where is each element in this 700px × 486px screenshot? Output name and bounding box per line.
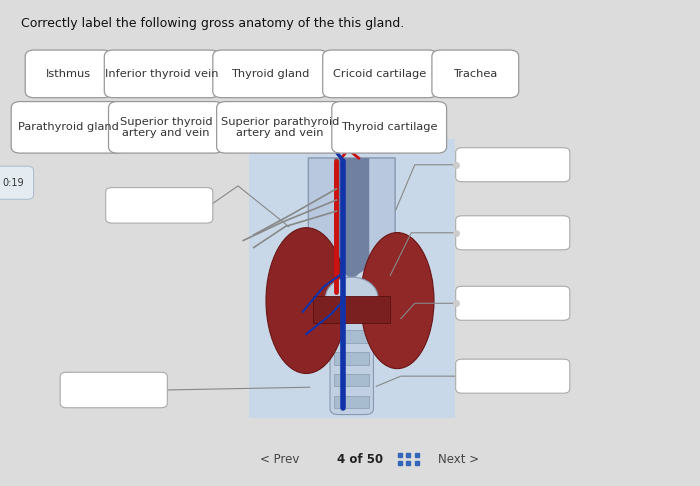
Text: Isthmus: Isthmus — [46, 69, 91, 79]
Polygon shape — [308, 158, 395, 281]
Text: Parathyroid gland: Parathyroid gland — [18, 122, 119, 132]
Text: Superior parathyroid
artery and vein: Superior parathyroid artery and vein — [220, 117, 340, 138]
Text: < Prev: < Prev — [260, 453, 300, 466]
Text: Next >: Next > — [438, 453, 479, 466]
FancyBboxPatch shape — [323, 50, 438, 98]
FancyBboxPatch shape — [106, 188, 213, 223]
Text: Thyroid cartilage: Thyroid cartilage — [341, 122, 438, 132]
Bar — [334, 374, 370, 386]
Bar — [313, 296, 391, 323]
Text: 4 of 50: 4 of 50 — [337, 453, 384, 466]
Text: Superior thyroid
artery and vein: Superior thyroid artery and vein — [120, 117, 212, 138]
FancyBboxPatch shape — [108, 102, 223, 153]
FancyBboxPatch shape — [456, 359, 570, 393]
FancyBboxPatch shape — [332, 102, 447, 153]
FancyBboxPatch shape — [60, 372, 167, 408]
FancyBboxPatch shape — [456, 148, 570, 182]
Ellipse shape — [266, 228, 346, 374]
Bar — [334, 287, 370, 299]
Bar — [334, 352, 370, 364]
FancyBboxPatch shape — [0, 166, 34, 199]
FancyBboxPatch shape — [104, 50, 219, 98]
Text: Trachea: Trachea — [453, 69, 498, 79]
Bar — [334, 309, 370, 321]
FancyBboxPatch shape — [330, 306, 373, 415]
FancyBboxPatch shape — [213, 50, 328, 98]
FancyBboxPatch shape — [11, 102, 126, 153]
Text: Cricoid cartilage: Cricoid cartilage — [333, 69, 427, 79]
FancyBboxPatch shape — [217, 102, 343, 153]
FancyBboxPatch shape — [456, 286, 570, 320]
Text: Inferior thyroid vein: Inferior thyroid vein — [105, 69, 218, 79]
Bar — [334, 330, 370, 343]
Text: Correctly label the following gross anatomy of the this gland.: Correctly label the following gross anat… — [21, 17, 405, 30]
Text: 0:19: 0:19 — [3, 178, 24, 188]
FancyBboxPatch shape — [456, 216, 570, 250]
Bar — [248, 139, 455, 418]
Ellipse shape — [360, 233, 434, 369]
FancyBboxPatch shape — [432, 50, 519, 98]
Polygon shape — [334, 158, 370, 278]
Text: Thyroid gland: Thyroid gland — [231, 69, 309, 79]
Bar — [334, 396, 370, 408]
Ellipse shape — [326, 277, 378, 318]
FancyBboxPatch shape — [25, 50, 112, 98]
